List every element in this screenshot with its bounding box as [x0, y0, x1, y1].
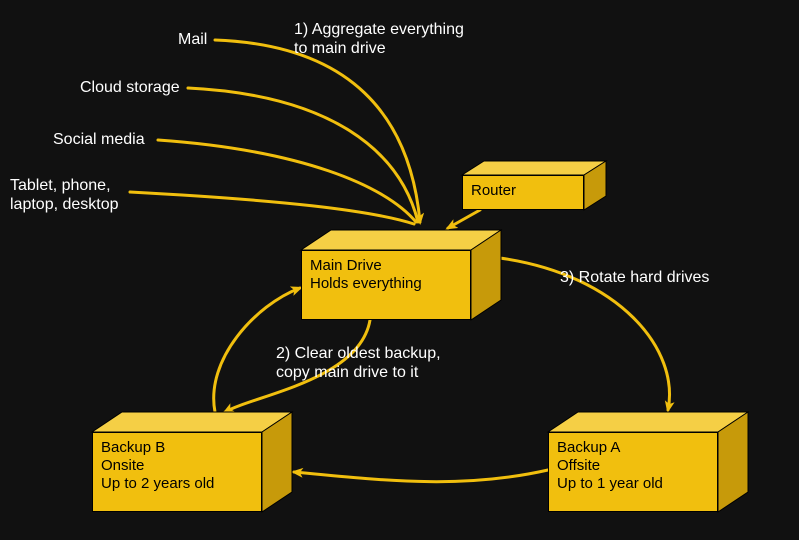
- arrow-cloud-to-main: [188, 88, 418, 222]
- label-step1: 1) Aggregate everything to main drive: [294, 20, 464, 58]
- backupA-label: Backup A Offsite Up to 1 year old: [548, 432, 718, 512]
- arrow-backupA-to-backupB: [294, 470, 548, 482]
- arrow-social-to-main: [158, 140, 416, 222]
- backup-diagram: { "canvas": { "w": 799, "h": 540, "bg": …: [0, 0, 799, 540]
- label-devices: Tablet, phone, laptop, desktop: [10, 176, 119, 214]
- backupB-label: Backup B Onsite Up to 2 years old: [92, 432, 262, 512]
- label-mail: Mail: [178, 30, 207, 49]
- label-social: Social media: [53, 130, 145, 149]
- arrow-router-to-main: [448, 210, 480, 228]
- arrow-mail-to-main: [215, 40, 420, 222]
- label-cloud: Cloud storage: [80, 78, 180, 97]
- router-label: Router: [462, 175, 584, 210]
- label-step3: 3) Rotate hard drives: [560, 268, 709, 287]
- main-label: Main Drive Holds everything: [301, 250, 471, 320]
- label-step2: 2) Clear oldest backup, copy main drive …: [276, 344, 441, 382]
- arrow-devices-to-main: [130, 192, 414, 224]
